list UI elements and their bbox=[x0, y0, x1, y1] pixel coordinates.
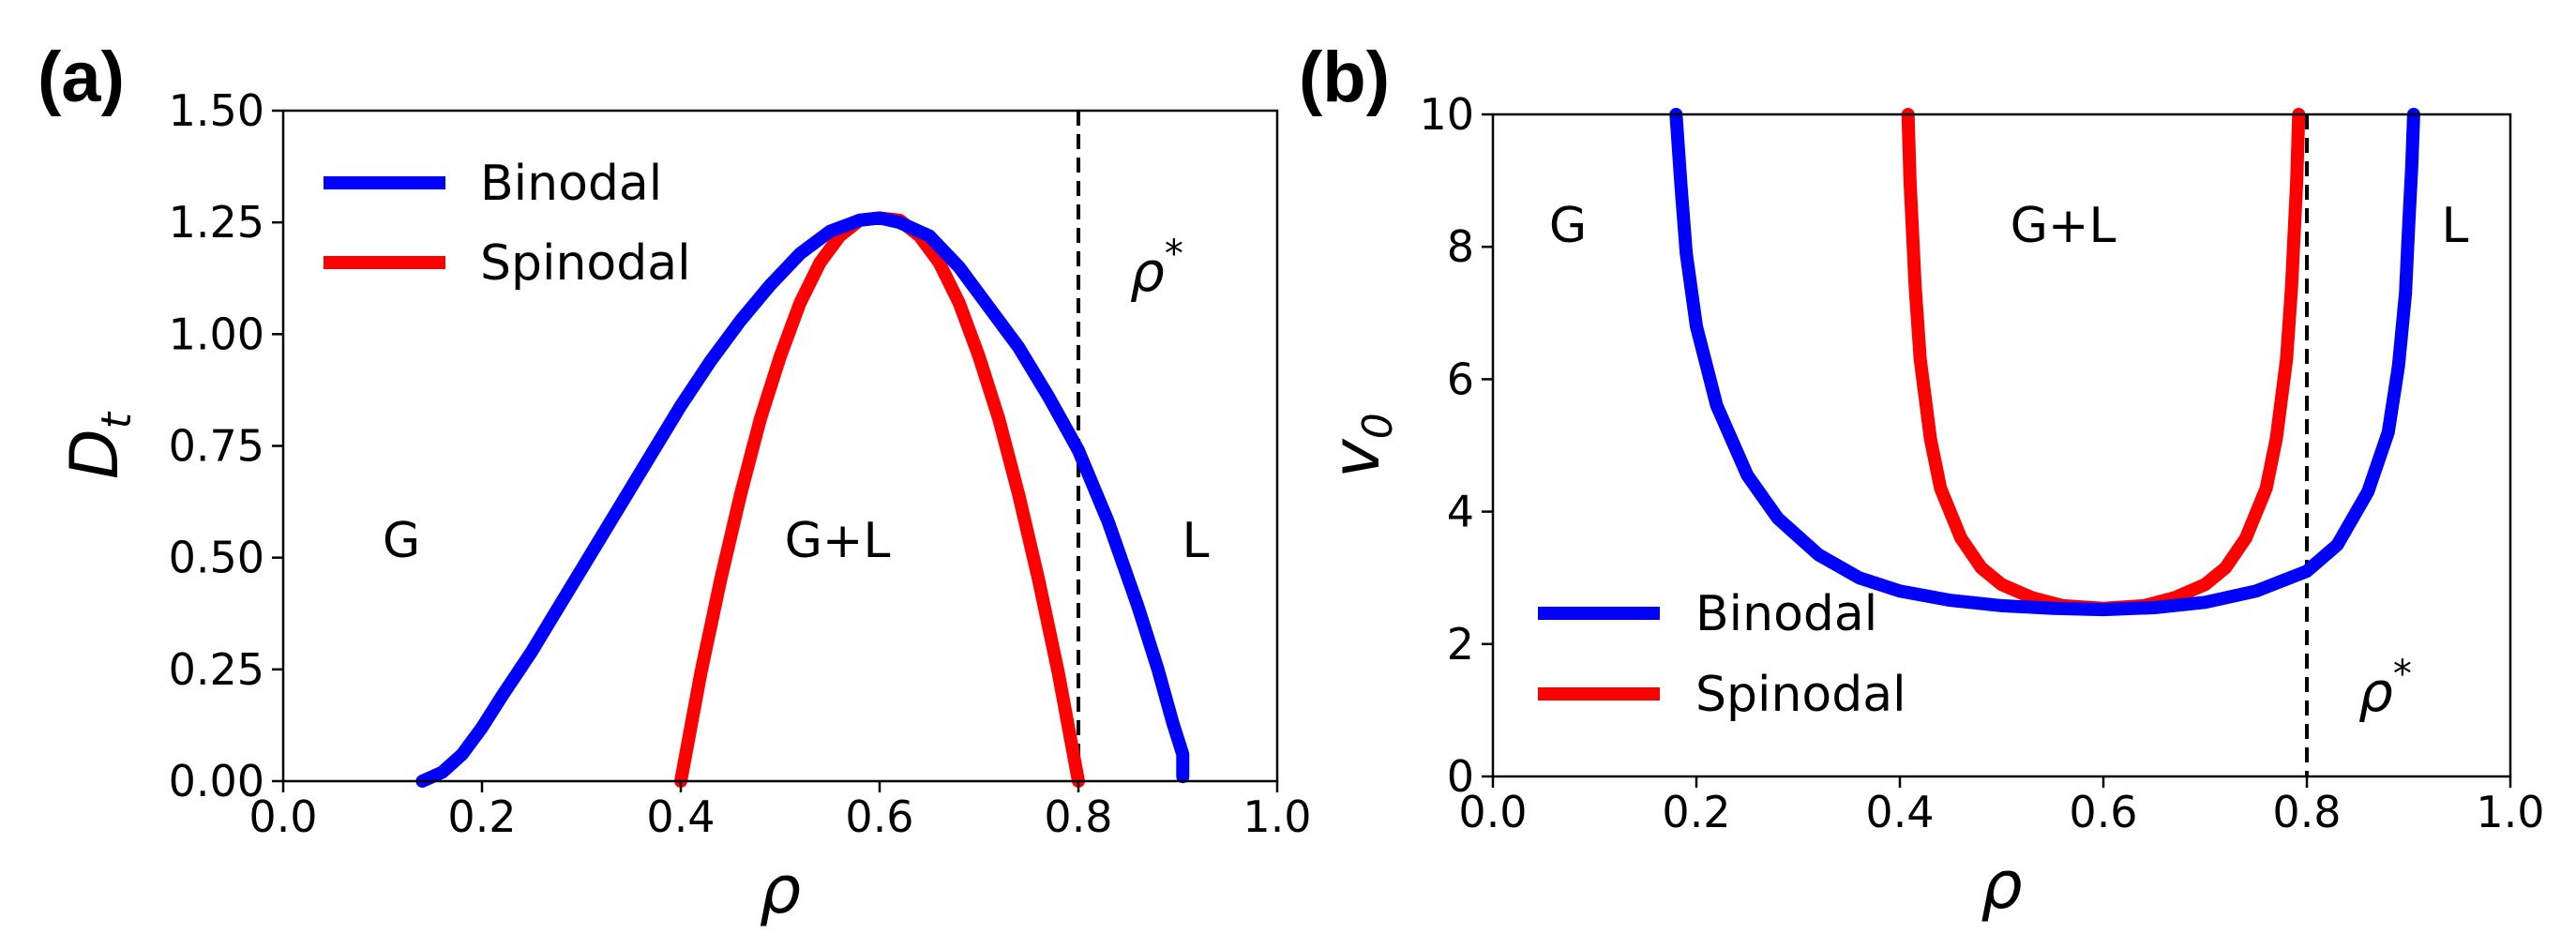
panel-a-x-axis-label: ρ bbox=[760, 851, 801, 928]
panel-b-threshold-rho: ρ bbox=[2358, 660, 2393, 724]
panel-b-y-tick-label: 2 bbox=[1447, 619, 1474, 670]
panel-a-x-tick-label: 1.0 bbox=[1243, 791, 1311, 842]
panel-b-x-tick-label: 1.0 bbox=[2476, 787, 2544, 837]
panel-b-x-tick-label: 0.6 bbox=[2069, 787, 2137, 837]
panel-b-y-tick-label: 0 bbox=[1447, 751, 1474, 802]
panel-b-y-tick-label: 6 bbox=[1447, 354, 1474, 404]
panel-b-x-tick-label: 0.4 bbox=[1865, 787, 1934, 837]
panel-a-x-tick-label: 0.8 bbox=[1044, 791, 1112, 842]
panel-a-x-tick-label: 0.2 bbox=[447, 791, 516, 842]
panel-a-y-ticks: 0.00 0.25 0.50 0.75 1.00 1.25 1.50 bbox=[169, 85, 283, 806]
panel-a: (a) 0.0 0.2 0.4 0.6 0.8 1.0 0.00 0.25 0.50 0.75 1… bbox=[38, 38, 1312, 928]
panel-b-region-gas: G bbox=[1549, 198, 1587, 254]
panel-b-legend-spinodal-label: Spinodal bbox=[1695, 667, 1906, 723]
panel-b-spinodal-curve bbox=[1901, 108, 2306, 615]
panel-b-label: (b) bbox=[1299, 38, 1390, 117]
panel-b-y-tick-label: 8 bbox=[1447, 221, 1474, 272]
panel-a-y-label-sub: t bbox=[93, 411, 141, 429]
panel-a-label: (a) bbox=[38, 38, 125, 117]
panel-b-threshold-star: * bbox=[2393, 653, 2412, 696]
panel-b-y-ticks: 0 2 4 6 8 10 bbox=[1419, 89, 1493, 802]
panel-a-y-tick-label: 1.00 bbox=[169, 309, 264, 359]
panel-b-y-label-sub: 0 bbox=[1354, 413, 1402, 439]
panel-b-axes-frame bbox=[1491, 113, 2512, 778]
panel-b-x-ticks: 0.0 0.2 0.4 0.6 0.8 1.0 bbox=[1458, 776, 2545, 837]
panel-a-region-coexistence: G+L bbox=[785, 513, 891, 569]
panel-a-y-tick-label: 1.25 bbox=[169, 197, 264, 248]
panel-a-x-tick-label: 0.0 bbox=[249, 791, 317, 842]
panel-b-x-tick-label: 0.2 bbox=[1662, 787, 1730, 837]
panel-a-y-tick-label: 1.50 bbox=[169, 85, 264, 136]
panel-a-threshold-rho: ρ bbox=[1130, 240, 1165, 304]
panel-a-x-ticks: 0.0 0.2 0.4 0.6 0.8 1.0 bbox=[249, 781, 1312, 842]
panel-b-region-liquid: L bbox=[2442, 198, 2469, 254]
panel-a-y-axis-label: Dt bbox=[56, 411, 141, 479]
panel-b-threshold-label: ρ* bbox=[2358, 653, 2412, 724]
panel-b-y-tick-label: 10 bbox=[1419, 89, 1474, 140]
panel-a-y-tick-label: 0.00 bbox=[169, 756, 264, 806]
panel-a-y-tick-label: 0.75 bbox=[169, 421, 264, 472]
panel-a-x-tick-label: 0.4 bbox=[646, 791, 715, 842]
panel-a-region-gas: G bbox=[383, 513, 420, 569]
panel-a-y-tick-label: 0.25 bbox=[169, 644, 264, 695]
panel-b-binodal-curve bbox=[1669, 108, 2420, 617]
panel-b-y-label-main: v bbox=[1318, 438, 1394, 478]
panel-a-axes-frame bbox=[281, 109, 1279, 783]
panel-a-threshold-star: * bbox=[1165, 233, 1183, 276]
panel-a-binodal-curve bbox=[415, 211, 1190, 788]
panel-a-threshold-label: ρ* bbox=[1130, 233, 1183, 304]
panel-b-x-tick-label: 0.8 bbox=[2272, 787, 2341, 837]
panel-b-y-axis-label: v0 bbox=[1318, 413, 1402, 477]
panel-a-region-liquid: L bbox=[1183, 513, 1210, 569]
panel-a-y-tick-label: 0.50 bbox=[169, 533, 264, 583]
panel-a-legend-binodal-label: Binodal bbox=[480, 156, 662, 212]
panel-a-legend: Binodal Spinodal bbox=[324, 156, 691, 292]
panel-a-legend-spinodal-label: Spinodal bbox=[480, 235, 691, 292]
panel-b-x-axis-label: ρ bbox=[1981, 847, 2022, 924]
panel-b-y-tick-label: 4 bbox=[1447, 487, 1474, 537]
panel-b-x-tick-label: 0.0 bbox=[1458, 787, 1527, 837]
panel-b-region-coexistence: G+L bbox=[2011, 198, 2117, 254]
panel-b-legend-binodal-label: Binodal bbox=[1695, 586, 1877, 642]
panel-a-spinodal-curve bbox=[674, 211, 1085, 788]
panel-a-x-tick-label: 0.6 bbox=[845, 791, 913, 842]
panel-b-plot-area bbox=[1669, 108, 2420, 776]
panel-a-plot-area bbox=[415, 111, 1190, 788]
panel-b-legend: Binodal Spinodal bbox=[1538, 586, 1906, 723]
panel-a-y-label-main: D bbox=[56, 429, 133, 479]
